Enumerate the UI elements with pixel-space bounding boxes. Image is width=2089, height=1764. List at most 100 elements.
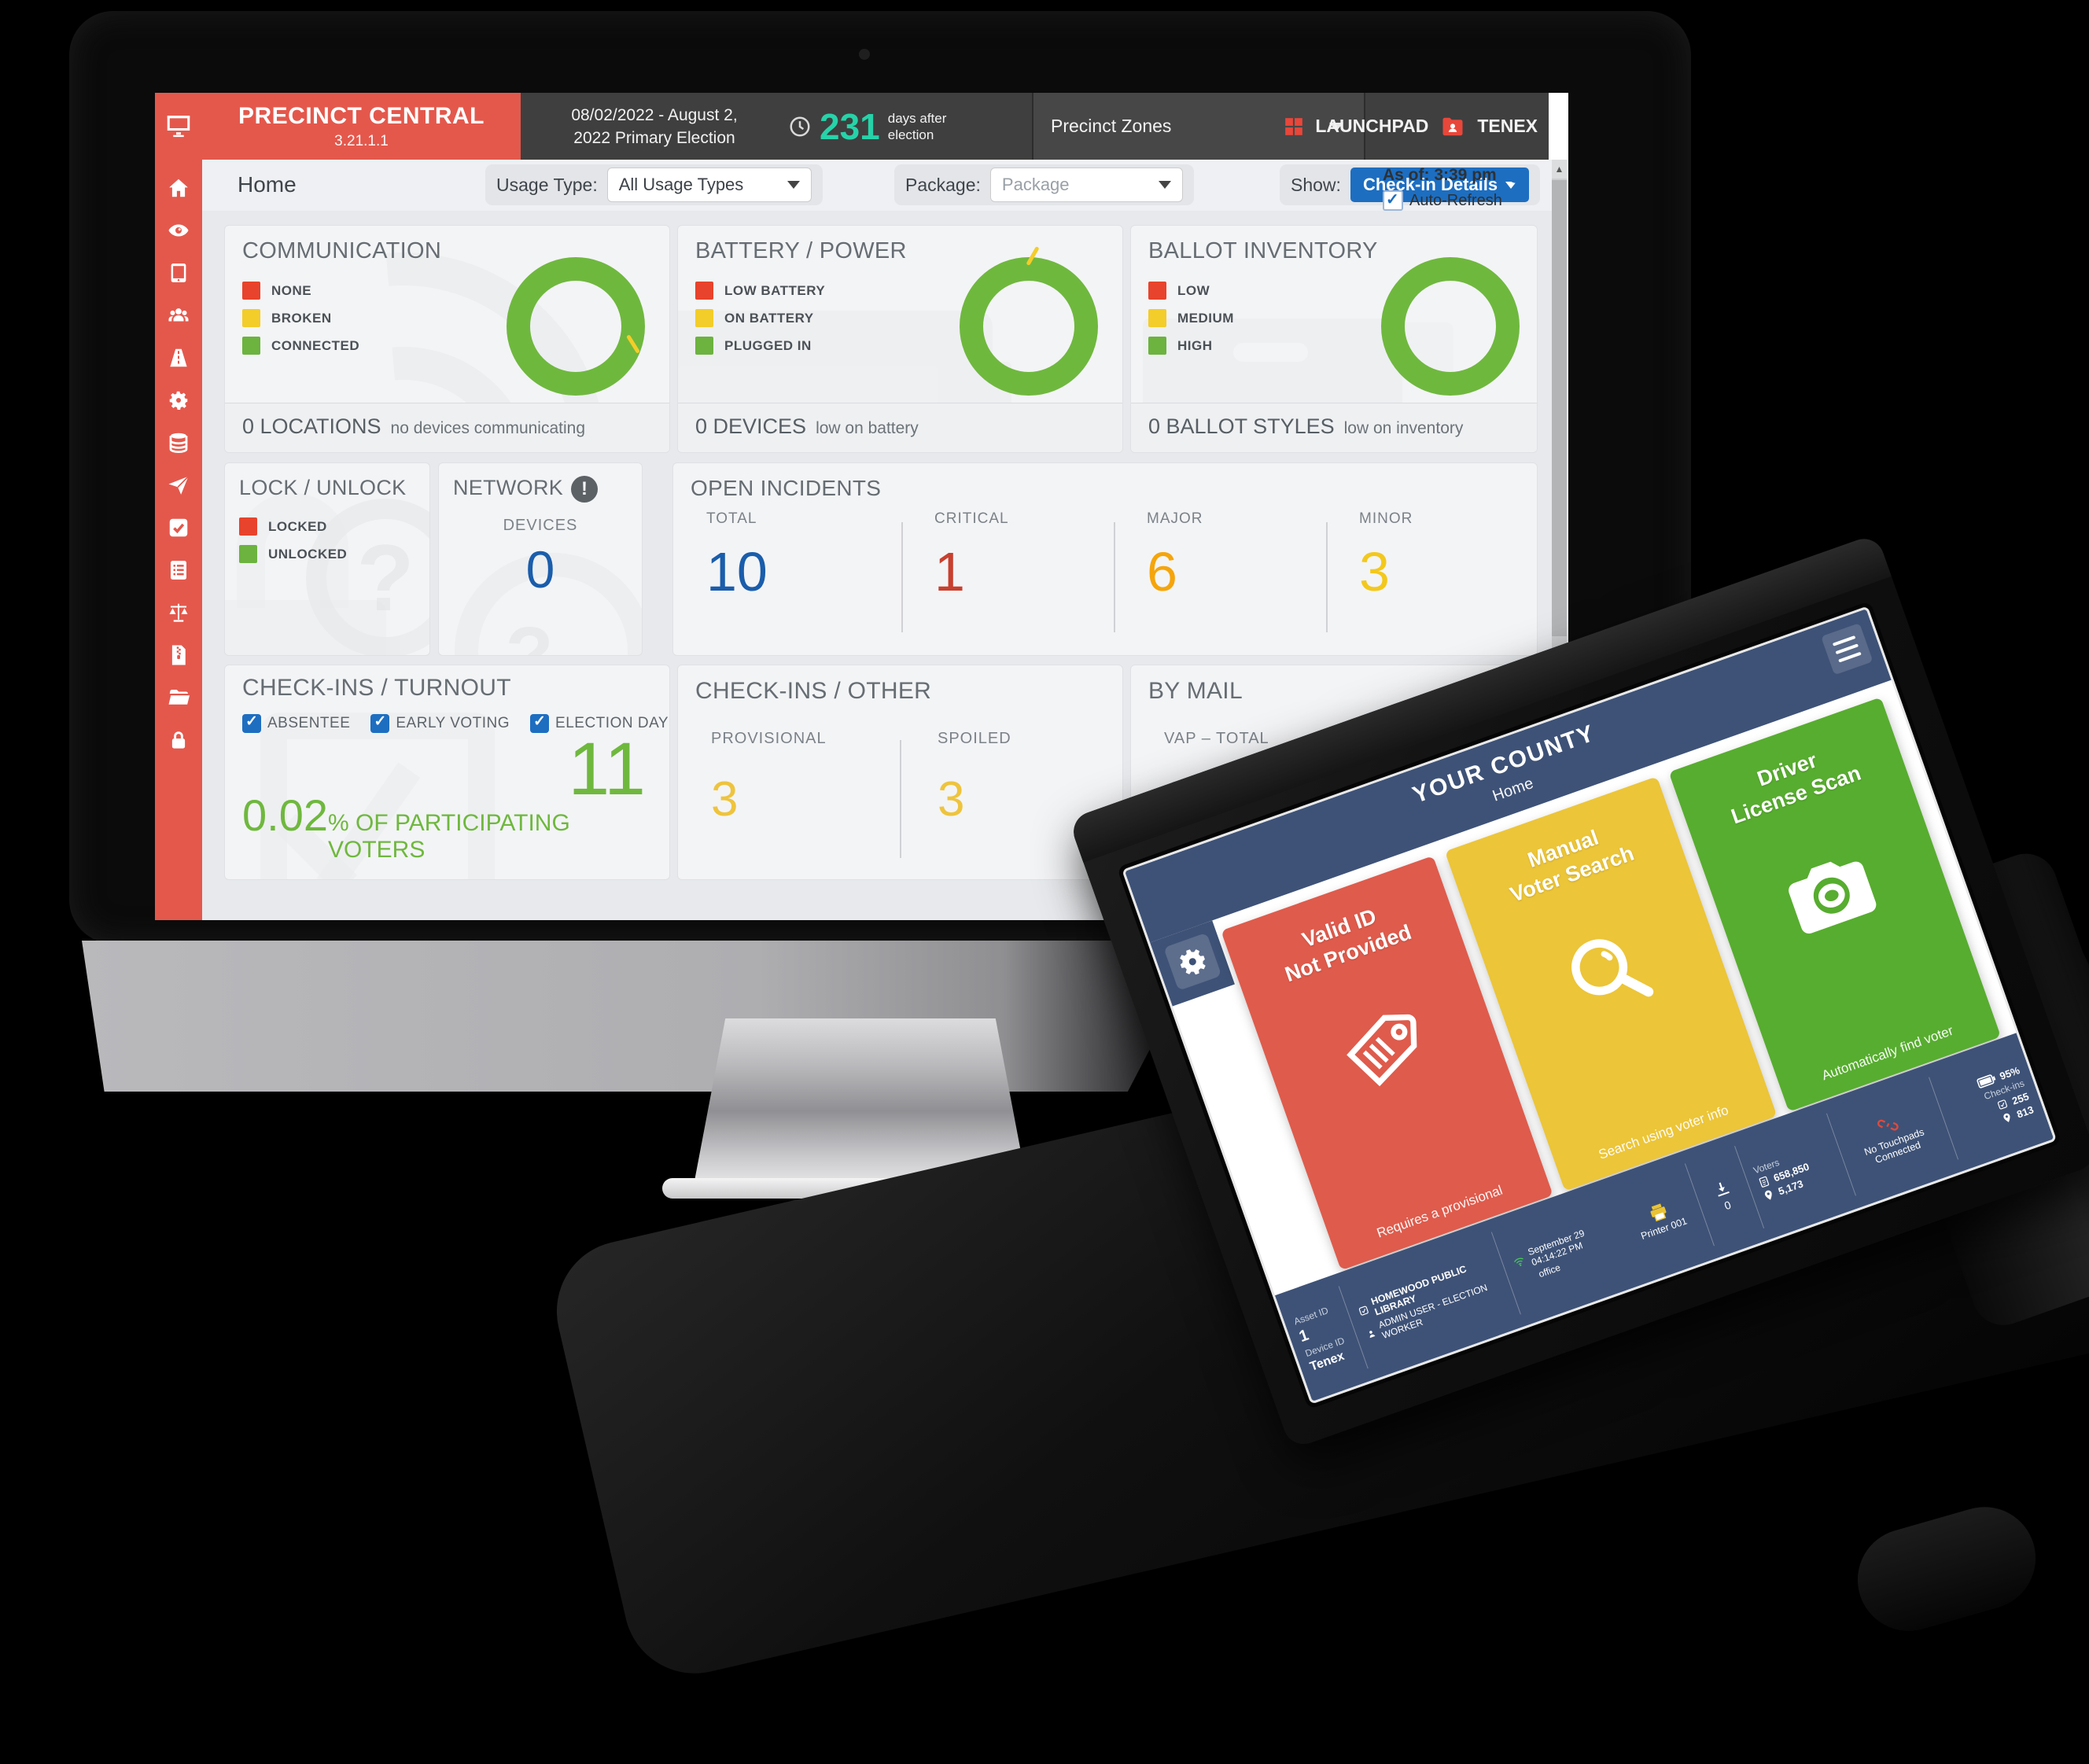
filter-label: ABSENTEE — [267, 714, 351, 731]
wifi-icon — [1514, 1258, 1524, 1266]
spoiled-value: 3 — [938, 772, 965, 827]
bymail-label: VAP – TOTAL — [1164, 730, 1269, 747]
legend-swatch-broken — [242, 309, 260, 327]
absentee-checkbox[interactable] — [242, 713, 261, 733]
gear-icon[interactable] — [167, 389, 190, 412]
precinct-zones-value: Precinct Zones — [1051, 116, 1172, 136]
incident-critical-value: 1 — [934, 541, 965, 602]
legend-swatch-high — [1148, 337, 1166, 355]
clipboard-list-icon[interactable] — [167, 558, 190, 582]
legend-swatch-locked — [239, 517, 257, 536]
provisional-value: 3 — [711, 772, 739, 827]
database-icon[interactable] — [167, 431, 190, 455]
package-placeholder: Package — [1001, 175, 1070, 194]
communication-card: COMMUNICATION NONE BROKEN CONNECTED 0 LO… — [224, 225, 670, 453]
usage-type-select[interactable]: All Usage Types — [606, 168, 812, 202]
send-icon[interactable] — [167, 473, 190, 497]
election-date-line2: 2022 Primary Election — [573, 128, 735, 147]
clock-icon — [790, 116, 810, 136]
lock-unlock-card: ? LOCK / UNLOCK LOCKED UNLOCKED — [224, 462, 430, 656]
precinct-zones-dropdown[interactable]: Precinct Zones — [1032, 93, 1365, 160]
legend-label: PLUGGED IN — [724, 337, 812, 353]
devices-label: DEVICES — [503, 517, 578, 534]
launchpad-grid-icon — [1285, 117, 1303, 135]
card-title: BATTERY / POWER — [695, 238, 907, 263]
legend-swatch-unlocked — [239, 545, 257, 563]
card-title: LOCK / UNLOCK — [239, 476, 407, 499]
home-icon[interactable] — [167, 176, 190, 200]
footer-value: 0 BALLOT STYLES — [1148, 414, 1335, 438]
tablet-icon[interactable] — [167, 261, 190, 285]
card-title: CHECK-INS / OTHER — [695, 678, 932, 704]
incident-label: MAJOR — [1147, 510, 1203, 527]
show-group: Show: Check-in Details — [1280, 164, 1541, 205]
printer-icon — [1650, 1203, 1667, 1222]
days-after-value: 231 — [820, 105, 880, 147]
early-voting-checkbox[interactable] — [370, 713, 390, 733]
footer-note: low on inventory — [1343, 419, 1464, 437]
chevron-down-icon — [1505, 181, 1517, 189]
broken-link-icon — [1877, 1119, 1899, 1131]
battery-icon — [1977, 1074, 1996, 1088]
as-of-time: As of: 3:39 pm — [1383, 166, 1497, 184]
tenex-folder-icon — [1442, 117, 1463, 135]
auto-refresh-checkbox[interactable] — [1383, 190, 1403, 211]
pin-icon — [2003, 1113, 2010, 1122]
driver-license-scan-button[interactable]: Driver License Scan Automatically find vo… — [1668, 697, 2002, 1112]
folder-icon[interactable] — [167, 686, 190, 709]
legend-label: LOCKED — [268, 518, 327, 534]
legend-swatch-plugged-in — [695, 337, 713, 355]
monitor-underside — [82, 941, 1207, 1092]
checkins-secondary: 813 — [2014, 1103, 2036, 1121]
webcam-icon — [859, 49, 870, 60]
manual-voter-search-button[interactable]: Manual Voter Search Search using voter in… — [1444, 776, 1778, 1191]
users-icon[interactable] — [167, 304, 190, 327]
election-day-checkbox[interactable] — [530, 713, 550, 733]
scroll-up-button[interactable]: ▲ — [1552, 160, 1567, 179]
card-title: NETWORK — [453, 476, 564, 500]
camera-icon — [1707, 805, 1953, 977]
pollpad-screen: YOUR COUNTY Home Valid ID Not Provided Re… — [1125, 609, 2054, 1401]
usage-type-group: Usage Type: All Usage Types — [485, 164, 823, 205]
scrollbar-thumb[interactable] — [1552, 180, 1567, 636]
settings-gear-icon[interactable] — [1163, 932, 1222, 991]
toolbar: Home Usage Type: All Usage Types Package… — [202, 160, 1568, 212]
legend-swatch-low-battery — [695, 282, 713, 300]
check-square-icon[interactable] — [167, 516, 190, 540]
road-icon[interactable] — [167, 346, 190, 370]
legend-label: LOW BATTERY — [724, 282, 826, 298]
footer-note: no devices communicating — [390, 419, 586, 437]
eye-icon[interactable] — [167, 219, 190, 242]
pin-icon — [1764, 1190, 1772, 1200]
scales-icon[interactable] — [167, 601, 190, 624]
app-title: PRECINCT CENTRAL — [238, 103, 484, 129]
card-title: BALLOT INVENTORY — [1148, 238, 1378, 263]
footer-note: low on battery — [816, 419, 919, 437]
checkins-turnout-card: CHECK-INS / TURNOUT ABSENTEE EARLY VOTIN… — [224, 665, 670, 880]
tenex-link[interactable]: TENEX — [1477, 116, 1538, 136]
legend-label: LOW — [1177, 282, 1210, 298]
legend-label: ON BATTERY — [724, 310, 814, 326]
lock-icon[interactable] — [167, 728, 190, 752]
valid-id-not-provided-button[interactable]: Valid ID Not Provided Requires a provisio… — [1221, 856, 1553, 1271]
other-label: PROVISIONAL — [711, 730, 827, 747]
launchpad-link[interactable]: LAUNCHPAD — [1315, 116, 1429, 136]
dashboard-content: COMMUNICATION NONE BROKEN CONNECTED 0 LO… — [202, 211, 1568, 920]
tag-icon — [1259, 964, 1505, 1136]
network-devices-value: 0 — [525, 540, 555, 598]
header-dark: 08/02/2022 - August 2, 2022 Primary Elec… — [521, 93, 1549, 160]
dashboard-screen: PRECINCT CENTRAL 3.21.1.1 08/02/2022 - A… — [155, 93, 1568, 920]
sidebar — [155, 93, 202, 920]
other-label: SPOILED — [938, 730, 1011, 747]
card-title: BY MAIL — [1148, 678, 1243, 704]
pollpad-foot — [1845, 1494, 2048, 1644]
zip-file-icon[interactable] — [167, 643, 190, 667]
card-title: COMMUNICATION — [242, 238, 442, 263]
refresh-icon[interactable] — [1505, 164, 1527, 186]
incident-label: MINOR — [1359, 510, 1413, 527]
package-select[interactable]: Package — [989, 168, 1183, 202]
monitor-icon[interactable] — [164, 112, 193, 140]
network-card: ? NETWORK! DEVICES 0 — [438, 462, 643, 656]
header-bar: PRECINCT CENTRAL 3.21.1.1 08/02/2022 - A… — [202, 93, 1568, 160]
card-title: OPEN INCIDENTS — [691, 476, 882, 500]
